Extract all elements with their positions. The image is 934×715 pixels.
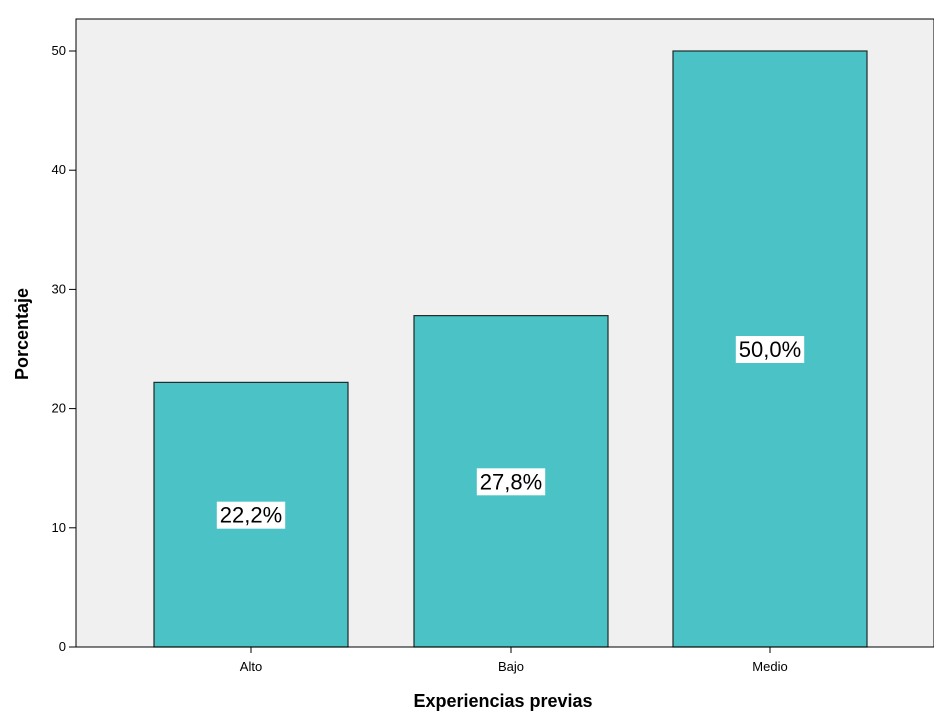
y-tick-label: 30 [52, 281, 66, 296]
y-axis-ticks: 0 10 20 30 40 50 [52, 43, 76, 654]
y-tick-label: 50 [52, 43, 66, 58]
data-label-box [476, 468, 546, 496]
x-tick-label: Bajo [498, 659, 524, 674]
x-axis-title: Experiencias previas [413, 691, 592, 711]
y-tick-label: 40 [52, 162, 66, 177]
data-label-text: 22,2% [220, 503, 282, 528]
x-tick-label: Medio [752, 659, 787, 674]
y-tick-label: 10 [52, 520, 66, 535]
data-label-bajo: 27,8% [476, 468, 546, 496]
data-label-text: 27,8% [480, 469, 542, 494]
x-axis-ticks: Alto Bajo Medio [240, 647, 788, 674]
y-tick-label: 0 [59, 639, 66, 654]
y-tick-label: 20 [52, 401, 66, 416]
data-labels-group: 22,2% 27,8% 50,0% [216, 336, 805, 529]
data-label-alto: 22,2% [216, 501, 286, 529]
data-label-box [735, 336, 805, 363]
y-axis-title: Porcentaje [12, 288, 32, 380]
data-label-medio: 50,0% [735, 336, 805, 363]
x-tick-label: Alto [240, 659, 262, 674]
data-label-box [216, 501, 286, 529]
data-label-text: 50,0% [739, 337, 801, 362]
